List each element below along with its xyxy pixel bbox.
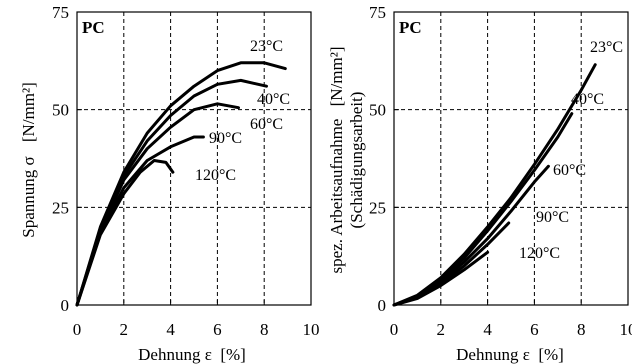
x-tick-label: 10	[620, 320, 632, 339]
y-axis-label-unit: [N/mm²]	[19, 82, 38, 142]
series-label: 60°C	[250, 116, 283, 133]
series-label: 23°C	[250, 38, 283, 55]
plot-frame	[76, 11, 312, 306]
series-line	[75, 61, 287, 307]
series-label: 90°C	[536, 209, 569, 226]
series-label: 120°C	[519, 245, 560, 262]
y-axis-label-main: spez. Arbeitsaufnahme	[327, 119, 346, 274]
y-tick-label: 75	[52, 3, 69, 22]
series-label: 90°C	[209, 130, 242, 147]
y-tick-label: 0	[378, 296, 387, 315]
y-tick-label: 0	[61, 296, 70, 315]
series-line	[392, 250, 490, 307]
y-axis-sublabel: (Schädigungsarbeit)	[347, 92, 366, 229]
series-line	[392, 63, 597, 307]
y-axis-label: Spannung σ [N/mm²]	[19, 82, 38, 238]
x-tick-label: 4	[483, 320, 492, 339]
y-tick-label: 25	[52, 198, 69, 217]
series-label: 23°C	[590, 39, 623, 56]
x-tick-label: 0	[73, 320, 82, 339]
x-tick-label: 8	[260, 320, 269, 339]
x-tick-label: 10	[303, 320, 320, 339]
x-axis-label: Dehnung ε [%]	[456, 345, 564, 364]
x-tick-label: 8	[577, 320, 586, 339]
x-tick-label: 0	[390, 320, 399, 339]
x-tick-label: 6	[213, 320, 222, 339]
series-label: 60°C	[553, 162, 586, 179]
y-tick-label: 50	[52, 101, 69, 120]
x-axis-label: Dehnung ε [%]	[138, 345, 246, 364]
x-tick-label: 2	[437, 320, 446, 339]
series-label: 40°C	[571, 91, 604, 108]
panel-label: PC	[399, 18, 422, 37]
x-tick-label: 4	[166, 320, 175, 339]
y-tick-label: 50	[369, 101, 386, 120]
y-axis-label: spez. Arbeitsaufnahme [N/mm²]	[327, 47, 346, 274]
series-line	[75, 159, 175, 307]
x-tick-label: 6	[530, 320, 539, 339]
y-tick-label: 25	[369, 198, 386, 217]
series-label: 120°C	[195, 167, 236, 184]
series-label: 40°C	[257, 91, 290, 108]
series-line	[75, 135, 205, 307]
y-tick-label: 75	[369, 3, 386, 22]
panel-label: PC	[82, 18, 105, 37]
y-axis-label-unit: [N/mm²]	[327, 47, 346, 107]
x-tick-label: 2	[120, 320, 129, 339]
series-line	[392, 164, 550, 307]
y-axis-label-main: Spannung σ	[19, 156, 38, 237]
series-line	[75, 78, 268, 307]
plot-frame	[393, 11, 629, 306]
